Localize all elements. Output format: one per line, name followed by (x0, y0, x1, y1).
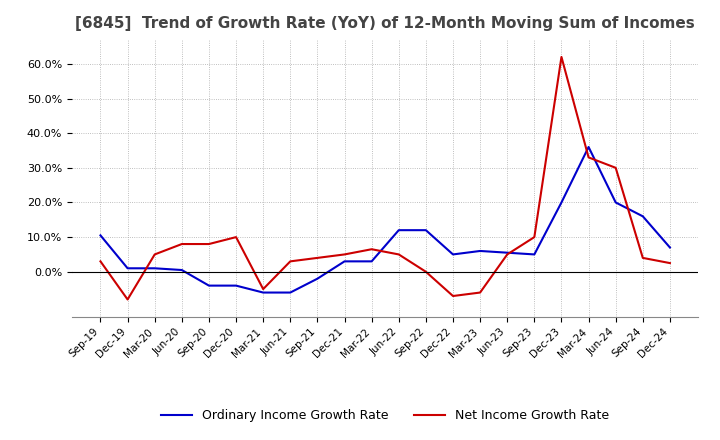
Ordinary Income Growth Rate (286, 290, 294, 295)
Ordinary Income Growth Rate (96, 233, 105, 238)
Ordinary Income Growth Rate (204, 283, 213, 288)
Ordinary Income Growth Rate (150, 266, 159, 271)
Net Income Growth Rate (259, 286, 268, 292)
Ordinary Income Growth Rate (259, 290, 268, 295)
Net Income Growth Rate (584, 155, 593, 160)
Ordinary Income Growth Rate (530, 252, 539, 257)
Net Income Growth Rate (476, 290, 485, 295)
Legend: Ordinary Income Growth Rate, Net Income Growth Rate: Ordinary Income Growth Rate, Net Income … (156, 404, 614, 427)
Ordinary Income Growth Rate (639, 214, 647, 219)
Net Income Growth Rate (611, 165, 620, 170)
Net Income Growth Rate (639, 255, 647, 260)
Title: [6845]  Trend of Growth Rate (YoY) of 12-Month Moving Sum of Incomes: [6845] Trend of Growth Rate (YoY) of 12-… (76, 16, 695, 32)
Ordinary Income Growth Rate (367, 259, 376, 264)
Net Income Growth Rate (204, 242, 213, 247)
Ordinary Income Growth Rate (395, 227, 403, 233)
Ordinary Income Growth Rate (421, 227, 430, 233)
Ordinary Income Growth Rate (665, 245, 674, 250)
Ordinary Income Growth Rate (584, 144, 593, 150)
Ordinary Income Growth Rate (503, 250, 511, 255)
Ordinary Income Growth Rate (232, 283, 240, 288)
Ordinary Income Growth Rate (449, 252, 457, 257)
Net Income Growth Rate (123, 297, 132, 302)
Net Income Growth Rate (395, 252, 403, 257)
Net Income Growth Rate (178, 242, 186, 247)
Net Income Growth Rate (421, 269, 430, 275)
Net Income Growth Rate (449, 293, 457, 299)
Net Income Growth Rate (232, 235, 240, 240)
Net Income Growth Rate (150, 252, 159, 257)
Net Income Growth Rate (96, 259, 105, 264)
Ordinary Income Growth Rate (178, 268, 186, 273)
Ordinary Income Growth Rate (476, 248, 485, 253)
Ordinary Income Growth Rate (313, 276, 322, 281)
Net Income Growth Rate (367, 246, 376, 252)
Net Income Growth Rate (341, 252, 349, 257)
Net Income Growth Rate (286, 259, 294, 264)
Line: Net Income Growth Rate: Net Income Growth Rate (101, 57, 670, 300)
Net Income Growth Rate (557, 54, 566, 59)
Net Income Growth Rate (313, 255, 322, 260)
Net Income Growth Rate (530, 235, 539, 240)
Net Income Growth Rate (665, 260, 674, 266)
Ordinary Income Growth Rate (123, 266, 132, 271)
Ordinary Income Growth Rate (557, 200, 566, 205)
Line: Ordinary Income Growth Rate: Ordinary Income Growth Rate (101, 147, 670, 293)
Net Income Growth Rate (503, 252, 511, 257)
Ordinary Income Growth Rate (341, 259, 349, 264)
Ordinary Income Growth Rate (611, 200, 620, 205)
